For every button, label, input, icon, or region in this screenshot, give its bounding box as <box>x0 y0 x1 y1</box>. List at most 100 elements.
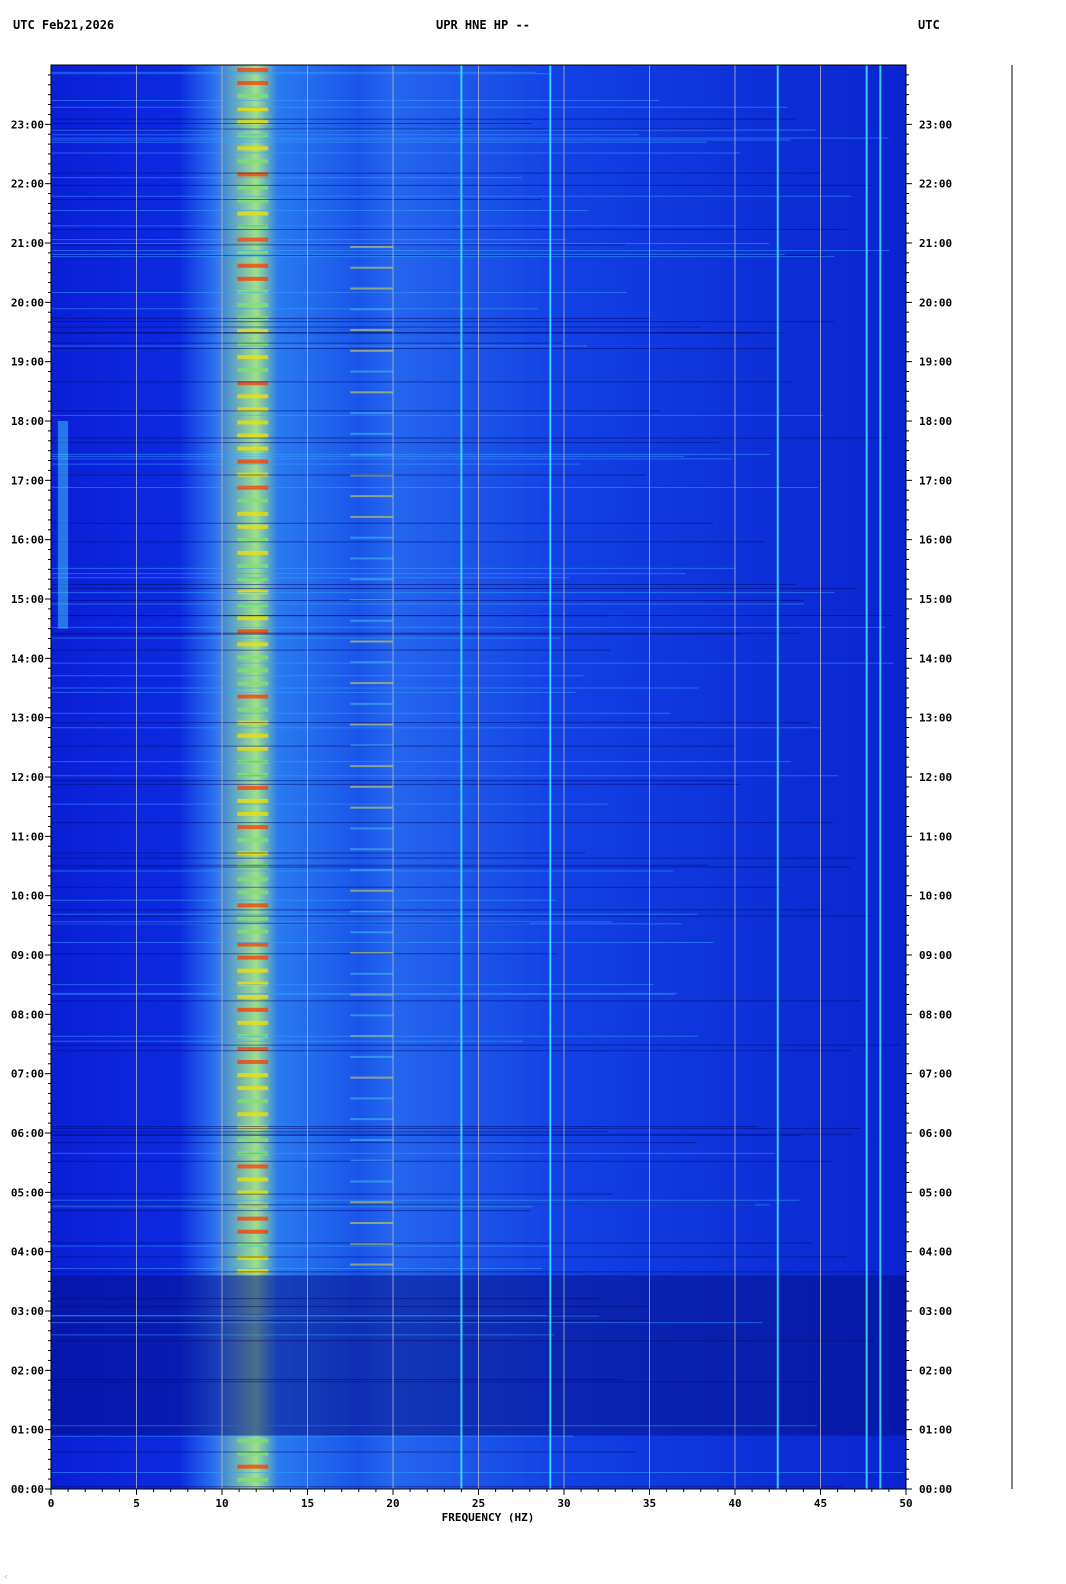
energy-band-mark <box>237 864 269 869</box>
energy-band-mark <box>237 590 269 595</box>
energy-band-mark <box>237 302 269 307</box>
secondary-band-mark <box>350 245 393 248</box>
energy-band-mark <box>237 459 269 464</box>
secondary-band-mark <box>350 1118 393 1121</box>
y-tick-label-left: 03:00 <box>11 1305 44 1318</box>
secondary-band-mark <box>350 432 393 435</box>
energy-band-mark <box>237 498 269 503</box>
y-tick-label-right: 08:00 <box>919 1008 952 1021</box>
energy-band-mark <box>237 1216 269 1221</box>
y-tick-label-right: 05:00 <box>919 1186 952 1199</box>
secondary-band-mark <box>350 1014 393 1017</box>
plot-area <box>50 64 907 1490</box>
energy-band-mark <box>237 394 269 399</box>
y-tick-label-right: 21:00 <box>919 237 952 250</box>
y-tick-label-right: 10:00 <box>919 890 952 903</box>
y-tick-label-right: 19:00 <box>919 356 952 369</box>
y-tick-label-left: 08:00 <box>11 1008 44 1021</box>
energy-band-mark <box>237 903 269 908</box>
secondary-band-mark <box>350 765 393 768</box>
secondary-band-mark <box>350 536 393 539</box>
secondary-band-mark <box>350 349 393 352</box>
energy-band-mark <box>237 224 269 229</box>
energy-band-mark <box>237 616 269 621</box>
energy-band-mark <box>237 1203 269 1208</box>
x-tick-label: 15 <box>301 1497 314 1510</box>
energy-band-mark <box>237 537 269 542</box>
y-tick-label-right: 17:00 <box>919 474 952 487</box>
secondary-band-mark <box>350 578 393 581</box>
y-tick-label-right: 02:00 <box>919 1364 952 1377</box>
energy-band-mark <box>237 577 269 582</box>
energy-band-mark <box>237 159 269 164</box>
energy-band-mark <box>237 1451 269 1456</box>
energy-band-mark <box>237 1073 269 1078</box>
energy-band-mark <box>237 603 269 608</box>
secondary-band-mark <box>350 744 393 747</box>
y-tick-label-left: 06:00 <box>11 1127 44 1140</box>
y-tick-label-left: 11:00 <box>11 830 44 843</box>
secondary-band-mark <box>350 682 393 685</box>
x-tick-label: 40 <box>728 1497 741 1510</box>
energy-band-mark <box>237 812 269 817</box>
secondary-band-mark <box>350 412 393 415</box>
energy-band-mark <box>237 172 269 177</box>
x-tick-label: 5 <box>133 1497 140 1510</box>
energy-band-mark <box>237 94 269 99</box>
secondary-band-mark <box>350 619 393 622</box>
energy-band-mark <box>237 433 269 438</box>
energy-band-mark <box>237 1190 269 1195</box>
energy-band-mark <box>237 329 269 334</box>
energy-band-mark <box>237 968 269 973</box>
x-tick-label: 0 <box>48 1497 55 1510</box>
secondary-band-mark <box>350 495 393 498</box>
energy-band-mark <box>237 355 269 360</box>
energy-band-mark <box>237 67 269 72</box>
y-tick-label-right: 03:00 <box>919 1305 952 1318</box>
secondary-band-mark <box>350 1263 393 1266</box>
secondary-band-mark <box>350 972 393 975</box>
secondary-band-mark <box>350 1076 393 1079</box>
energy-band-mark <box>237 733 269 738</box>
y-tick-label-left: 14:00 <box>11 652 44 665</box>
y-tick-label-right: 06:00 <box>919 1127 952 1140</box>
energy-band-mark <box>237 511 269 516</box>
energy-band-mark <box>237 1229 269 1234</box>
energy-band-mark <box>237 1164 269 1169</box>
chart-title: UPR HNE HP -- <box>436 18 530 32</box>
energy-band-mark <box>237 929 269 934</box>
energy-band-mark <box>237 381 269 386</box>
y-tick-label-left: 10:00 <box>11 890 44 903</box>
secondary-band-mark <box>350 1222 393 1224</box>
x-tick-label: 50 <box>899 1497 912 1510</box>
y-tick-label-right: 20:00 <box>919 296 952 309</box>
y-tick-label-left: 09:00 <box>11 949 44 962</box>
energy-band-mark <box>237 250 269 255</box>
energy-band-mark <box>237 746 269 751</box>
y-tick-label-right: 12:00 <box>919 771 952 784</box>
y-tick-label-left: 19:00 <box>11 356 44 369</box>
x-tick-label: 30 <box>557 1497 570 1510</box>
energy-band-mark <box>237 681 269 686</box>
y-tick-label-left: 07:00 <box>11 1068 44 1081</box>
energy-band-mark <box>237 1242 269 1247</box>
secondary-band-mark <box>350 806 393 809</box>
energy-band-mark <box>237 446 269 451</box>
energy-band-mark <box>237 289 269 294</box>
energy-band-mark <box>237 1177 269 1182</box>
energy-band-mark <box>237 877 269 882</box>
header-date: UTC Feb21,2026 <box>13 18 115 32</box>
energy-band-mark <box>237 1007 269 1012</box>
y-tick-label-right: 15:00 <box>919 593 952 606</box>
energy-band-mark <box>237 916 269 921</box>
y-tick-label-right: 13:00 <box>919 712 952 725</box>
energy-band-mark <box>237 185 269 190</box>
energy-band-mark <box>237 146 269 151</box>
x-tick-label: 20 <box>386 1497 399 1510</box>
y-tick-label-right: 04:00 <box>919 1246 952 1259</box>
energy-band-mark <box>237 107 269 112</box>
energy-band-mark <box>237 1477 269 1482</box>
y-tick-label-right: 14:00 <box>919 652 952 665</box>
energy-band-mark <box>237 1255 269 1260</box>
